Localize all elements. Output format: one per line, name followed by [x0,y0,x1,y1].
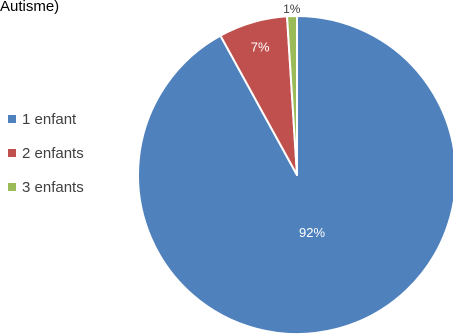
pie-slice-3-enfants [286,15,298,176]
pie-data-label: 1% [283,2,301,16]
legend-item-2-enfants: 2 enfants [8,142,84,164]
pie-data-labels: 92% 7% 1% [251,2,326,240]
pie-slice-1-enfant [137,15,453,335]
legend-item-3-enfants: 3 enfants [8,176,84,198]
legend-label: 3 enfants [22,178,84,196]
pie-slices [137,15,453,335]
pie-data-label: 92% [299,225,325,240]
legend: 1 enfant 2 enfants 3 enfants [8,108,84,210]
chart-title: Autisme) [0,0,60,15]
legend-swatch [8,149,16,157]
legend-label: 2 enfants [22,144,84,162]
legend-item-1-enfant: 1 enfant [8,108,84,130]
legend-swatch [8,183,16,191]
legend-label: 1 enfant [22,110,77,128]
legend-swatch [8,115,16,123]
pie-data-label: 7% [251,40,270,55]
